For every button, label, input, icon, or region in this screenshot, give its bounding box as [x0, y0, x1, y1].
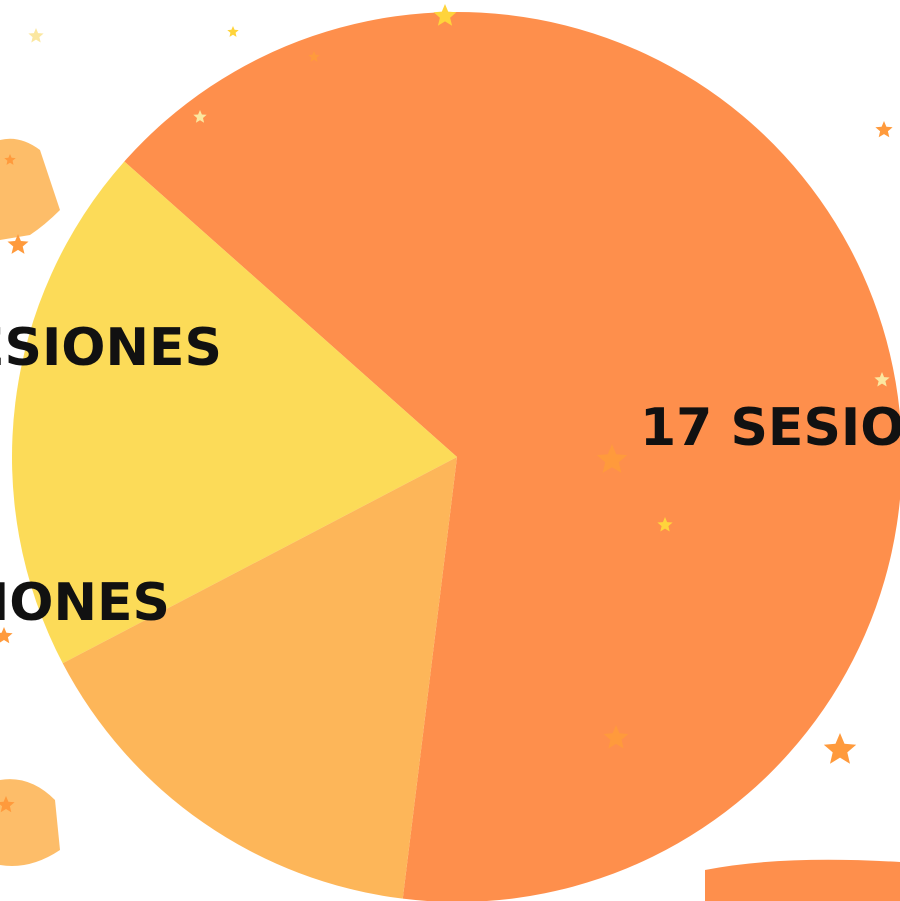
pie-slice-3	[62, 457, 457, 899]
star-icon	[0, 627, 13, 644]
star-icon	[823, 733, 857, 764]
decorative-stars	[0, 4, 893, 813]
star-icon	[875, 121, 893, 138]
brush-stroke-bottom-right	[705, 859, 900, 901]
pie-labels: 17 SESIONES 5 SESIONES 4 SESIONES	[0, 318, 900, 633]
pie-slices	[11, 12, 900, 901]
background-decoration	[0, 138, 900, 901]
star-icon	[28, 28, 44, 43]
star-icon	[227, 26, 239, 37]
star-icon	[433, 4, 457, 26]
star-icon	[193, 110, 207, 123]
star-icon	[603, 725, 629, 749]
star-icon	[7, 234, 29, 254]
star-icon	[0, 796, 15, 813]
slice-label-2: 5 SESIONES	[0, 573, 170, 633]
star-icon	[657, 517, 673, 532]
star-icon	[4, 154, 16, 165]
pie-slice-1	[124, 12, 900, 901]
star-icon	[308, 51, 320, 62]
star-icon	[874, 372, 890, 387]
slice-label-3: 4 SESIONES	[0, 318, 222, 378]
brush-stroke-left-bottom	[0, 779, 60, 866]
brush-stroke-left-top	[0, 138, 60, 240]
star-icon	[596, 444, 628, 473]
pie-slice-2	[11, 161, 457, 664]
slice-label-1: 17 SESIONES	[640, 398, 900, 458]
